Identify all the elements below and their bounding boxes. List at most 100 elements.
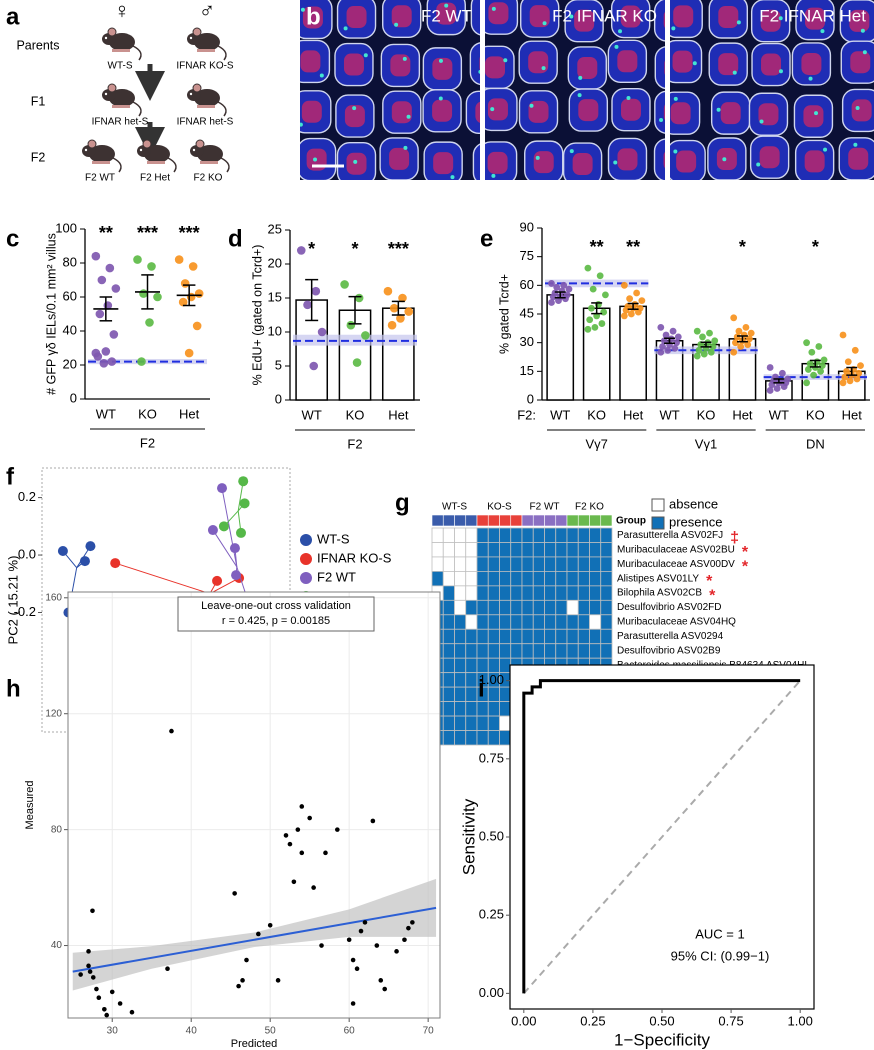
gfp-cell: [450, 175, 455, 180]
heat-cell: [600, 585, 613, 601]
data-point: [217, 483, 228, 494]
data-point: [844, 358, 852, 366]
heat-cell: [487, 599, 500, 616]
data-point: [620, 312, 628, 320]
mouse-eye: [84, 148, 88, 152]
heat-cell: [577, 585, 590, 601]
y-tick-label: 40: [63, 322, 77, 337]
gfp-cell: [438, 96, 443, 101]
x-tick-label: 50: [265, 1026, 277, 1037]
heat-cell: [487, 701, 500, 717]
heat-cell: [487, 730, 500, 746]
heat-cell: [510, 571, 523, 587]
group-label: Vγ1: [695, 436, 717, 451]
villus-core: [760, 9, 781, 32]
panel-letter: e: [480, 225, 493, 252]
bar: [619, 305, 647, 401]
heat-cell: [499, 657, 512, 674]
villus-core: [302, 6, 323, 29]
data-point: [820, 356, 828, 364]
roc-curve: [522, 679, 801, 994]
gfp-cell: [406, 114, 411, 119]
gfp-cell: [569, 14, 574, 19]
gfp-cell: [814, 111, 819, 116]
y-tick-label: 0: [275, 391, 282, 406]
data-point: [410, 920, 415, 925]
data-point: [101, 347, 111, 356]
panel-letter: b: [306, 3, 321, 30]
data-point: [560, 281, 568, 289]
y-tick-label: 160: [45, 592, 62, 603]
heat-cell: [600, 628, 613, 645]
x-tick-label: 40: [186, 1026, 198, 1037]
x-tick-label: KO: [806, 407, 825, 422]
data-point: [287, 841, 293, 847]
y-tick-label: 20: [268, 255, 282, 270]
reference-diagonal: [523, 679, 801, 995]
heat-cell: [487, 542, 500, 558]
heat-cell: [454, 643, 467, 659]
villus-core: [346, 152, 367, 175]
heat-cell: [577, 628, 590, 645]
heat-cell: [566, 542, 579, 558]
group-name: F2 WT: [530, 502, 560, 513]
villus-core: [432, 57, 453, 80]
gfp-cell: [759, 119, 764, 124]
micrograph: [485, 0, 665, 180]
villus-core: [617, 148, 638, 171]
villus-core: [759, 146, 780, 169]
data-point: [815, 343, 823, 350]
row-label: Desulfovibrio ASV02B9: [617, 646, 721, 657]
group-cell: [600, 514, 613, 527]
heat-cell: [499, 542, 512, 558]
heat-cell: [454, 599, 467, 616]
heat-cell: [532, 556, 545, 572]
villus-core: [475, 101, 480, 123]
heat-cell: [487, 527, 500, 543]
data-point: [169, 728, 174, 734]
data-point: [184, 348, 194, 358]
villus-core: [620, 5, 641, 28]
data-point: [843, 367, 850, 375]
legend-swatch: [300, 553, 312, 565]
data-point: [361, 331, 370, 340]
heat-cell: [442, 614, 455, 630]
gfp-cell: [716, 107, 721, 112]
gfp-cell: [618, 29, 623, 34]
villus-core: [528, 100, 549, 123]
mouse-feet: [200, 161, 218, 164]
gfp-cell: [862, 50, 867, 55]
mouse-tail: [112, 157, 122, 173]
data-point: [129, 1009, 135, 1015]
data-point: [109, 330, 119, 339]
heat-cell: [465, 715, 478, 731]
villus-core: [761, 53, 782, 76]
villus-core: [850, 51, 871, 74]
data-point: [389, 303, 399, 313]
image-label: F2 WT: [421, 6, 472, 25]
heat-cell: [555, 527, 568, 543]
heat-cell: [465, 701, 478, 717]
villus-core: [617, 50, 638, 73]
villus-core: [346, 6, 367, 29]
row-label: Bilophila ASV02CB: [617, 588, 702, 599]
heat-cell: [454, 672, 467, 688]
data-point: [362, 920, 368, 925]
legend-label: F2 WT: [317, 569, 356, 584]
data-point: [96, 995, 102, 1001]
heat-cell: [487, 628, 500, 645]
heat-cell: [600, 599, 613, 616]
gfp-cell: [853, 142, 858, 147]
villus-core: [574, 9, 595, 32]
mouse-feet: [197, 105, 215, 108]
heat-cell: [487, 614, 500, 630]
heat-cell: [476, 643, 489, 659]
data-point: [95, 309, 105, 319]
mouse-label: IFNAR het-S: [177, 117, 234, 128]
heat-cell: [566, 614, 579, 630]
heat-cell: [454, 542, 467, 558]
data-point: [107, 357, 117, 366]
data-point: [657, 323, 665, 331]
x-tick-label: 0.50: [649, 1013, 674, 1028]
data-point: [846, 377, 854, 385]
